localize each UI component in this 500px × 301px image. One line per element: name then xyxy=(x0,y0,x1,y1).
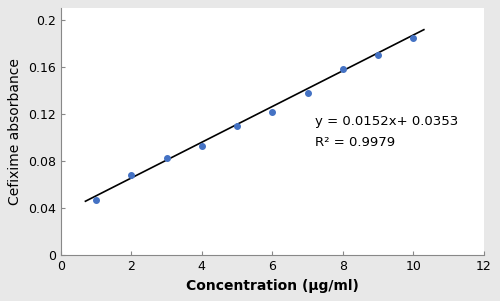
Point xyxy=(92,197,100,202)
Point xyxy=(374,53,382,58)
Point xyxy=(128,173,136,178)
Point xyxy=(339,67,347,72)
Point xyxy=(268,109,276,114)
Point xyxy=(304,91,312,95)
Y-axis label: Cefixime absorbance: Cefixime absorbance xyxy=(8,58,22,205)
Point xyxy=(233,123,241,128)
Point xyxy=(162,155,170,160)
Text: y = 0.0152x+ 0.0353
R² = 0.9979: y = 0.0152x+ 0.0353 R² = 0.9979 xyxy=(314,115,458,149)
X-axis label: Concentration (µg/ml): Concentration (µg/ml) xyxy=(186,279,358,293)
Point xyxy=(198,144,206,148)
Point xyxy=(410,35,418,40)
